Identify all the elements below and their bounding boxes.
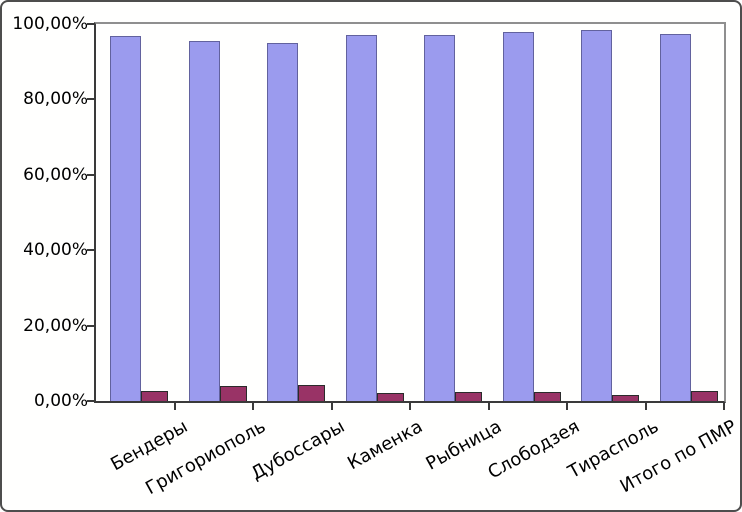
x-axis-tick bbox=[330, 403, 333, 410]
bar-blue-series-4 bbox=[424, 34, 455, 401]
bar-dark-red-series-2 bbox=[298, 384, 325, 401]
bar-dark-red-series-5 bbox=[533, 391, 561, 401]
y-axis-label: 40,00% bbox=[23, 240, 88, 261]
bar-dark-red-series-6 bbox=[612, 394, 639, 401]
y-axis-label: 0,00% bbox=[33, 391, 88, 411]
x-axis-tick bbox=[409, 403, 411, 410]
y-axis-tick bbox=[87, 324, 94, 327]
x-axis-label: Бендеры bbox=[106, 416, 191, 476]
bar-dark-red-series-4 bbox=[455, 391, 482, 401]
plot-area bbox=[94, 22, 726, 403]
y-axis-label: 100,00% bbox=[12, 14, 88, 34]
bar-blue-series-3 bbox=[345, 35, 377, 401]
bar-dark-red-series-1 bbox=[219, 386, 247, 401]
bar-dark-red-series-0 bbox=[141, 390, 168, 401]
bar-blue-series-2 bbox=[267, 42, 298, 401]
y-axis-tick bbox=[87, 400, 94, 402]
x-axis-tick bbox=[723, 403, 725, 410]
x-axis-tick bbox=[487, 403, 490, 410]
bar-blue-series-0 bbox=[110, 35, 141, 401]
bar-blue-series-6 bbox=[581, 30, 612, 401]
x-axis-tick bbox=[644, 403, 647, 410]
y-axis-tick bbox=[87, 173, 94, 176]
y-axis-label: 80,00% bbox=[23, 89, 88, 110]
x-axis-tick bbox=[566, 403, 568, 410]
x-axis-tick bbox=[252, 403, 254, 410]
bar-dark-red-series-7 bbox=[690, 391, 718, 401]
x-axis-tick bbox=[173, 403, 176, 410]
y-axis-tick bbox=[87, 98, 94, 101]
bar-blue-series-5 bbox=[502, 32, 534, 401]
y-axis-label: 60,00% bbox=[23, 164, 88, 185]
bar-dark-red-series-3 bbox=[376, 393, 404, 401]
y-axis-label: 20,00% bbox=[23, 315, 88, 336]
y-axis-tick bbox=[87, 249, 94, 252]
bar-blue-series-7 bbox=[659, 33, 691, 401]
bar-blue-series-1 bbox=[188, 40, 220, 401]
y-axis-tick bbox=[87, 23, 94, 25]
